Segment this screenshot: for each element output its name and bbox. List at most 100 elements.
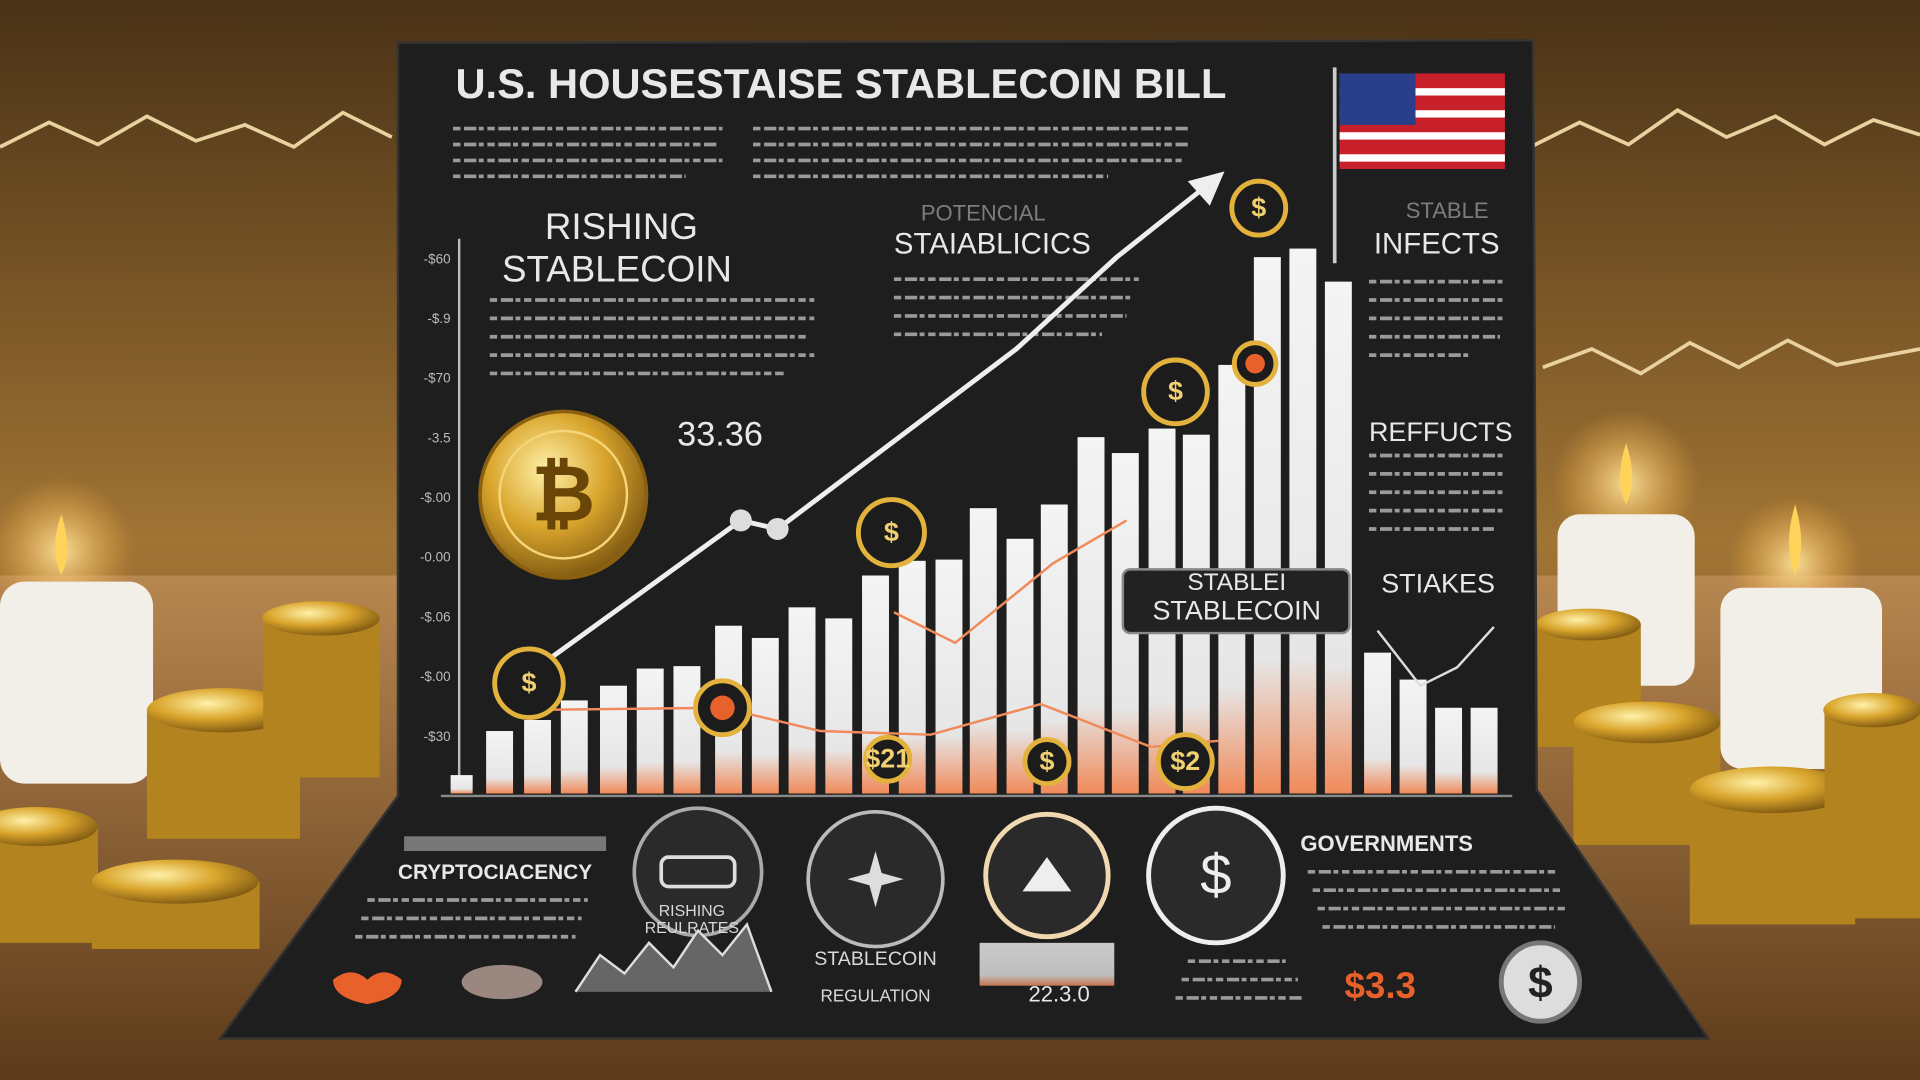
coin-stack [263,618,380,778]
coin [1535,608,1641,641]
coin-icon [1141,357,1210,427]
axis-label: -$.9 [427,311,450,326]
coin [262,601,380,636]
coin-stack [0,826,98,943]
bar [600,685,627,794]
wall-chart [1542,338,1920,376]
bar [1364,652,1392,794]
bar [825,618,853,794]
bar [560,700,588,794]
bottom-label: STABLECOIN [814,948,937,970]
coin-icon [863,734,913,784]
bitcoin-ring [498,429,629,560]
coin-dot [1245,353,1265,374]
left-value: 33.36 [677,416,763,454]
bar [1470,707,1498,794]
flame [1620,443,1633,505]
icon-glyph [847,851,904,908]
flag-canton [1339,73,1416,125]
right-heading: INFECTS [1374,227,1500,260]
flame [1788,504,1802,576]
bar [673,666,701,794]
axis-label: -0.00 [420,550,451,565]
center-kicker: POTENCIAL [921,200,1046,225]
bitcoin-symbol: ₿ [531,449,595,537]
fine-print [453,126,1507,531]
axis-label: -$70 [424,371,451,386]
coin-label: $21 [865,744,910,774]
axis-label: -$30 [424,729,451,744]
axis-label: -$.00 [420,490,451,505]
candle-right [1552,410,1883,769]
coin [91,859,259,904]
coin-label: $ [1168,376,1183,406]
axis-label: -$.00 [420,669,451,684]
bottom-label: REGULATION [820,986,930,1006]
coins: $ $ $ $ $21 $ $2 $ [492,178,1289,792]
coin-icon [1022,737,1072,787]
coin-label: $2 [1170,746,1200,776]
dollar-glyph: $ [1528,958,1553,1007]
pill-icon [461,964,543,1000]
bar [1435,707,1463,794]
wall-chart [1529,108,1920,149]
flag-stripe [1339,110,1505,118]
bottom-heading: GOVERNMENTS [1300,831,1473,856]
bar [1253,257,1281,794]
coin-stacks [0,601,1920,949]
coin-dot [710,695,735,720]
trend-line [893,519,1128,645]
bar [969,508,997,794]
bar [1289,248,1317,794]
flag-stripe [1339,154,1505,162]
arrow-head [1187,171,1225,206]
title: U.S. HOUSESTAISE STABLECOIN BILL [456,60,1227,107]
mini-line [1376,626,1495,688]
bottom-heading: CRYPTOCIACENCY [398,861,592,884]
bar [486,731,514,794]
coin-icon [1229,178,1289,238]
icon-glyph [659,855,737,889]
coin-label: $ [1251,192,1266,222]
flag [1332,67,1505,264]
left-heading: STABLECOIN [502,249,732,290]
coin [1573,701,1721,744]
coin-icon [492,646,566,720]
bottom-panels: CRYPTOCIACENCY RISHING REULRATES STABLEC… [333,805,1583,1024]
bottom-price: $3.3 [1344,965,1415,1006]
badge [1121,568,1351,635]
right-kicker: STABLE [1406,198,1489,223]
bar [1399,679,1427,794]
barcode-bars [979,942,1115,986]
coin-label: $ [884,517,899,547]
trend-arrow [531,184,1208,674]
icon [1498,940,1583,1024]
flame [55,514,68,576]
candle [0,581,154,784]
coin-icon [855,497,927,569]
heart-icon [333,972,402,1005]
bottom-label: RISHING [659,903,725,920]
bar [450,775,473,794]
coin [1823,693,1920,728]
dollar-glyph: $ [1200,843,1231,906]
axis-labels: -$60 -$.9 -$70 -3.5 -$.00 -0.00 -$.06 -$.00 -$30 [420,251,451,744]
banner [404,836,607,852]
bottom-figure: 22.3.0 [1029,982,1090,1007]
right-heading: REFFUCTS [1369,417,1513,447]
mini-chart [574,922,773,993]
wall-chart [0,110,393,150]
point [729,509,752,532]
axis-label: -$.06 [420,609,451,624]
coin-label: $ [1039,746,1054,776]
badge-text: STABLECOIN [1152,596,1321,626]
bitcoin: ₿ [478,409,649,580]
right-heading: STIAKES [1381,569,1495,599]
candle-left [0,477,154,784]
icon [1146,805,1286,946]
flag-stripe [1339,88,1505,96]
center-heading: STAIABLICICS [894,227,1091,260]
point [766,517,789,540]
